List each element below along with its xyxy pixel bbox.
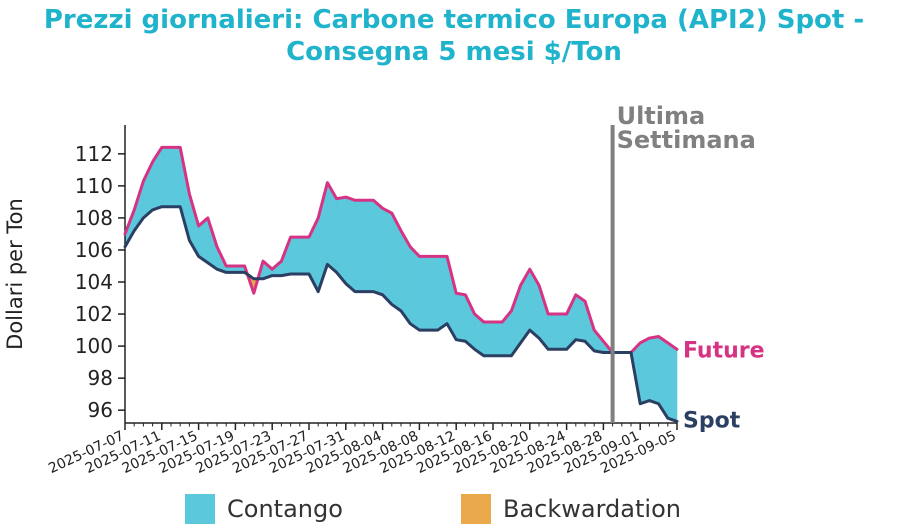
- y-tick-label: 104: [75, 270, 113, 294]
- spread-segment: [547, 313, 558, 350]
- spread-segment: [492, 321, 503, 357]
- series-lines-group: [123, 145, 679, 423]
- y-axis-label: Dollari per Ton: [3, 198, 27, 350]
- last-week-label-line1: Ultima: [617, 102, 706, 130]
- spread-segment: [336, 196, 347, 285]
- spread-segment: [428, 256, 439, 331]
- y-tick-label: 108: [75, 206, 113, 230]
- chart-title-line1: Prezzi giornalieri: Carbone termico Euro…: [43, 5, 865, 35]
- legend-swatch-contango: [185, 494, 215, 524]
- series-line-spot: [123, 205, 679, 423]
- spread-segment: [483, 321, 494, 357]
- spread-segment: [639, 337, 650, 405]
- spread-segment: [382, 207, 393, 306]
- y-tick-label: 98: [88, 366, 113, 390]
- legend-item-backwardation: Backwardation: [461, 494, 681, 524]
- spread-segment: [557, 313, 567, 350]
- spread-segment: [345, 196, 356, 293]
- spread-segment: [299, 236, 310, 275]
- spread-segment: [363, 200, 374, 292]
- y-tick-label: 100: [75, 334, 113, 358]
- spread-segment: [373, 199, 383, 296]
- series-line-future: [123, 145, 679, 355]
- spread-fill-group: [124, 146, 678, 422]
- y-tick-label: 106: [75, 238, 113, 262]
- spread-segment: [419, 256, 429, 331]
- spread-segment: [170, 147, 181, 208]
- spread-segment: [437, 256, 448, 331]
- series-label-spot: Spot: [683, 408, 741, 433]
- spread-segment: [161, 147, 172, 208]
- y-tick-label: 112: [75, 142, 113, 166]
- spread-segment: [649, 336, 659, 405]
- last-week-label-line2: Settimana: [617, 126, 756, 154]
- y-tick-label: 110: [75, 174, 113, 198]
- legend-label-contango: Contango: [227, 495, 343, 523]
- spread-segment: [354, 200, 365, 292]
- legend-label-backwardation: Backwardation: [503, 495, 681, 523]
- y-tick-label: 102: [75, 302, 113, 326]
- chart-title: Prezzi giornalieri: Carbone termico Euro…: [0, 4, 908, 68]
- spread-segment: [455, 292, 466, 342]
- spread-segment: [290, 236, 301, 275]
- legend-swatch-backwardation: [461, 494, 491, 524]
- legend-item-contango: Contango: [185, 494, 343, 524]
- series-label-future: Future: [683, 338, 765, 363]
- spread-segment: [409, 246, 420, 331]
- chart-title-line2: Consegna 5 mesi $/Ton: [286, 37, 622, 67]
- spread-segment: [667, 342, 678, 422]
- y-tick-label: 96: [88, 398, 113, 422]
